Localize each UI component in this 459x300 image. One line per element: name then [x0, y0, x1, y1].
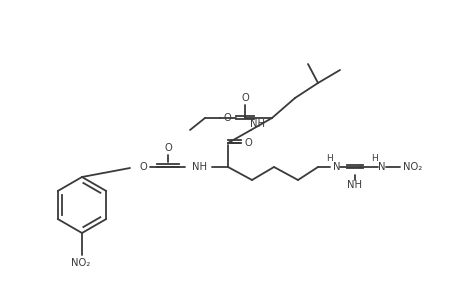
Text: O: O [241, 93, 248, 103]
Text: NO₂: NO₂ [71, 258, 90, 268]
Text: NH: NH [347, 180, 362, 190]
Text: O: O [139, 162, 146, 172]
Text: H: H [326, 154, 333, 163]
Text: O: O [164, 143, 172, 153]
Text: NH: NH [250, 119, 265, 129]
Text: N: N [332, 162, 340, 172]
Text: O: O [244, 138, 252, 148]
Text: NO₂: NO₂ [403, 162, 422, 172]
Text: NH: NH [192, 162, 207, 172]
Text: O: O [223, 113, 230, 123]
Text: H: H [371, 154, 378, 163]
Text: N: N [377, 162, 385, 172]
